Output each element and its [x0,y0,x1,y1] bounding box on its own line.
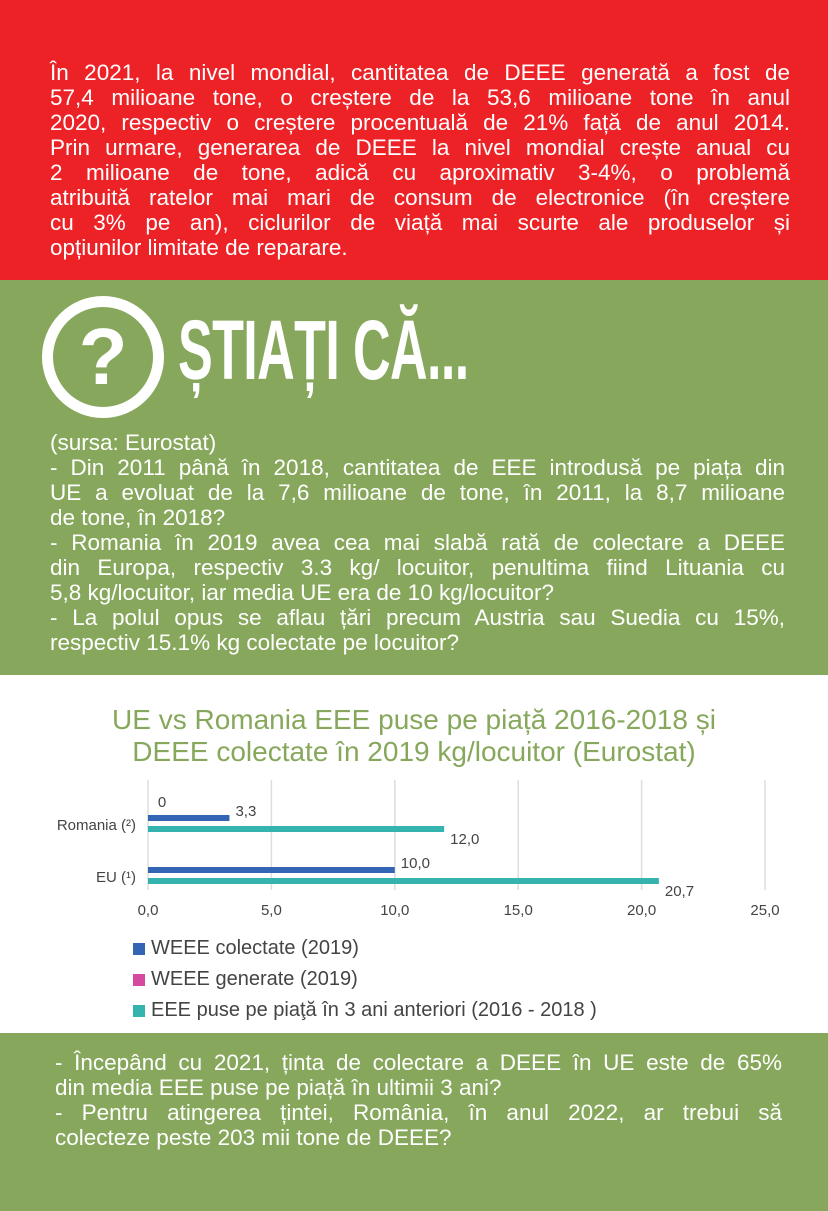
x-tick-label: 15,0 [504,902,533,919]
text-line: colecteze peste 203 mii tone de DEEE? [55,1125,452,1150]
data-label: 12,0 [450,831,479,848]
legend-label: EEE puse pe piaţă în 3 ani anteriori (20… [151,999,597,1021]
x-tick-label: 10,0 [380,902,409,919]
text-line: (sursa: Eurostat) [50,430,217,455]
text-line: din Europa, respectiv 3.3 kg/ locuitor, … [50,555,785,580]
text-line: 2 milioane de tone, adică cu aproximativ… [50,160,790,185]
bar-chart: 0,0 5,0 10,0 15,0 20,0 25,0 Romania (²) 3,3 0 12,… [57,780,780,919]
bar [148,826,445,832]
text-line: - Pentru atingerea țintei, România, în a… [55,1100,782,1125]
intro-paragraph: În 2021, la nivel mondial, cantitatea de… [50,60,790,260]
x-tick-label: 25,0 [750,902,779,919]
text-line: - La polul opus se aflau țări precum Aus… [50,605,785,630]
text-line: În 2021, la nivel mondial, cantitatea de… [50,60,790,85]
text-line: 5,8 kg/locuitor, iar media UE era de 10 … [50,580,555,605]
text-line: de tone, în 2018? [50,505,226,530]
x-tick-label: 0,0 [138,902,159,919]
legend-swatch [133,973,145,986]
x-tick-label: 5,0 [261,902,282,919]
legend-swatch [133,1004,145,1017]
text-line: UE a evoluat de la 7,6 milioane de tone,… [50,480,785,505]
text-line: - Din 2011 până în 2018, cantitatea de E… [50,455,785,480]
data-label: 10,0 [401,855,430,872]
text-line: Prin urmare, generarea de DEEE la nivel … [50,135,790,160]
category-label: EU (¹) [96,869,136,886]
facts-title: ȘTIAȚI CĂ... [178,303,469,397]
text-line: - Romania în 2019 avea cea mai slabă rat… [50,530,785,555]
text-line: cu 3% pe an), ciclurilor de viață mai sc… [50,210,790,235]
bar [148,878,659,884]
legend-item: WEEE colectate (2019) [133,937,359,960]
text-line: 57,4 milioane tone, o creștere de la 53,… [50,85,790,110]
legend-item: WEEE generate (2019) [133,968,358,991]
category-label: Romania (²) [57,817,136,834]
legend-label: WEEE generate (2019) [151,968,358,990]
legend-label: WEEE colectate (2019) [151,937,359,959]
text-line: - Începând cu 2021, ținta de colectare a… [55,1050,782,1075]
legend-item: EEE puse pe piaţă în 3 ani anteriori (20… [133,999,597,1022]
text-line: respectiv 15.1% kg colectate pe locuitor… [50,630,459,655]
data-label: 3,3 [235,803,256,820]
text-line: atribuită ratelor mai mari de consum de … [50,185,790,210]
chart-section: UE vs Romania EEE puse pe piață 2016-201… [0,675,828,1033]
x-tick-label: 20,0 [627,902,656,919]
data-label: 0 [158,794,166,811]
chart-title-line-2: DEEE colectate în 2019 kg/locuitor (Euro… [132,736,696,767]
legend-swatch [133,942,145,955]
bar [148,867,395,873]
text-line: 2020, respectiv o creștere procentuală d… [50,110,790,135]
target-paragraph: - Începând cu 2021, ținta de colectare a… [55,1050,782,1150]
intro-section: În 2021, la nivel mondial, cantitatea de… [0,0,828,280]
facts-paragraph: (sursa: Eurostat) - Din 2011 până în 2018… [50,430,785,655]
question-circle-icon: ? [42,296,164,418]
target-section [0,1033,828,1211]
chart-title-line-1: UE vs Romania EEE puse pe piață 2016-201… [112,704,716,735]
text-line: din media EEE puse pe piață în ultimii 3… [55,1075,502,1100]
bar [148,815,230,821]
text-line: opțiunilor limitate de reparare. [50,235,348,260]
data-label: 20,7 [665,883,694,900]
